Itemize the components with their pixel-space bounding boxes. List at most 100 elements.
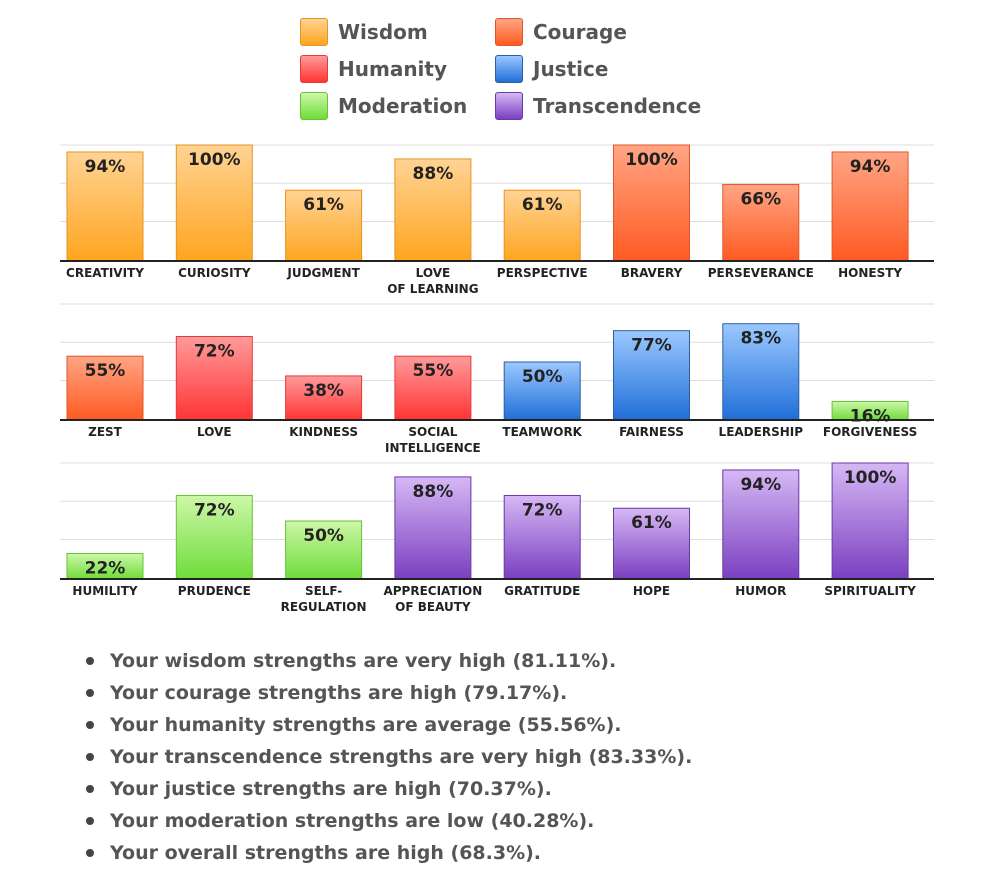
category-label: CREATIVITY — [66, 266, 144, 280]
legend-item-justice: Justice — [495, 54, 608, 84]
legend-label-moderation: Moderation — [338, 94, 468, 118]
bar-value-label: 100% — [625, 150, 678, 170]
bar-kindness — [285, 375, 363, 421]
legend-swatch-humanity — [300, 55, 328, 83]
legend-swatch-transcendence — [495, 92, 523, 120]
bar-judgment — [285, 189, 363, 262]
category-label: SPIRITUALITY — [824, 584, 916, 598]
bar-curiosity — [175, 144, 253, 262]
bar-appreciation-of-beauty — [394, 476, 472, 580]
chart-panel-3: 22% HUMILITY 72% PRUDENCE 50% SELF- REGULATION… — [60, 462, 934, 614]
legend-swatch-courage — [495, 18, 523, 46]
chart-legend: Wisdom Courage Humanity Justice Moderati… — [0, 0, 988, 130]
bar-value-label: 66% — [740, 189, 781, 209]
category-label: FORGIVENESS — [823, 425, 917, 439]
category-label: KINDNESS — [289, 425, 358, 439]
category-label: TEAMWORK — [502, 425, 582, 439]
summary-item-humanity: Your humanity strengths are average (55.… — [86, 709, 692, 741]
category-label: PERSEVERANCE — [708, 266, 814, 280]
bar-value-label: 55% — [413, 361, 454, 381]
bar-value-label: 77% — [631, 336, 672, 356]
bar-value-label: 83% — [740, 329, 781, 349]
bar-value-label: 50% — [522, 367, 563, 387]
summary-item-overall: Your overall strengths are high (68.3%). — [86, 837, 692, 869]
bar-humor — [722, 469, 800, 580]
bar-value-label: 72% — [194, 341, 235, 361]
category-label: PERSPECTIVE — [497, 266, 588, 280]
bar-value-label: 61% — [303, 195, 344, 215]
chart-panel-2: 55% ZEST 72% LOVE 38% KINDNESS 55% SOCIAL INTELL… — [60, 303, 934, 455]
legend-label-justice: Justice — [533, 57, 609, 81]
bar-value-label: 55% — [85, 361, 126, 381]
bar-social-intelligence — [394, 355, 472, 421]
bar-value-label: 94% — [850, 157, 891, 177]
bar-value-label: 88% — [413, 164, 454, 184]
legend-item-humanity: Humanity — [300, 54, 447, 84]
legend-label-humanity: Humanity — [338, 57, 448, 81]
category-label: CURIOSITY — [178, 266, 251, 280]
legend-item-moderation: Moderation — [300, 91, 467, 121]
bar-value-label: 94% — [740, 475, 781, 495]
strengths-bar-charts: 94% CREATIVITY 100% CURIOSITY 61% JUDGMENT 88%… — [60, 144, 934, 614]
category-label: SELF- — [305, 584, 342, 598]
legend-item-transcendence: Transcendence — [495, 91, 701, 121]
bar-value-label: 88% — [413, 482, 454, 502]
bar-value-label: 16% — [850, 406, 891, 426]
strengths-summary-list: Your wisdom strengths are very high (81.… — [86, 645, 692, 869]
category-label: PRUDENCE — [178, 584, 251, 598]
summary-item-wisdom: Your wisdom strengths are very high (81.… — [86, 645, 692, 677]
category-label: OF BEAUTY — [395, 600, 471, 614]
bar-honesty — [831, 151, 909, 262]
legend-item-courage: Courage — [495, 17, 627, 47]
category-label: APPRECIATION — [383, 584, 482, 598]
legend-label-courage: Courage — [533, 20, 627, 44]
summary-item-transcendence: Your transcendence strengths are very hi… — [86, 741, 692, 773]
bar-leadership — [722, 323, 800, 421]
category-label: ZEST — [88, 425, 123, 439]
bar-love — [175, 335, 253, 421]
category-label: REGULATION — [281, 600, 367, 614]
bar-value-label: 100% — [844, 468, 897, 488]
category-label: BRAVERY — [621, 266, 683, 280]
bar-perseverance — [722, 183, 800, 262]
category-label: OF LEARNING — [387, 282, 478, 296]
category-label: GRATITUDE — [504, 584, 580, 598]
summary-item-justice: Your justice strengths are high (70.37%)… — [86, 773, 692, 805]
bar-hope — [613, 507, 690, 580]
bar-value-label: 61% — [522, 195, 563, 215]
category-label: FAIRNESS — [619, 425, 684, 439]
category-label: LOVE — [416, 266, 451, 280]
legend-swatch-justice — [495, 55, 523, 83]
bar-value-label: 61% — [631, 513, 672, 533]
category-label: INTELLIGENCE — [385, 441, 481, 455]
category-label: JUDGMENT — [286, 266, 360, 280]
summary-item-moderation: Your moderation strengths are low (40.28… — [86, 805, 692, 837]
bar-teamwork — [503, 361, 581, 421]
category-label: HUMOR — [735, 584, 786, 598]
legend-label-transcendence: Transcendence — [533, 94, 702, 118]
bar-value-label: 94% — [85, 157, 126, 177]
bar-value-label: 72% — [194, 500, 235, 520]
bar-gratitude — [503, 494, 581, 580]
legend-swatch-moderation — [300, 92, 328, 120]
bar-value-label: 72% — [522, 500, 563, 520]
legend-label-wisdom: Wisdom — [338, 20, 428, 44]
bar-spirituality — [831, 462, 909, 580]
category-label: LEADERSHIP — [719, 425, 804, 439]
category-label: SOCIAL — [408, 425, 457, 439]
bar-value-label: 50% — [303, 526, 344, 546]
legend-swatch-wisdom — [300, 18, 328, 46]
bar-value-label: 100% — [188, 150, 241, 170]
category-label: HUMILITY — [72, 584, 137, 598]
legend-item-wisdom: Wisdom — [300, 17, 428, 47]
bar-value-label: 22% — [85, 558, 126, 578]
chart-panel-1: 94% CREATIVITY 100% CURIOSITY 61% JUDGMENT 88%… — [60, 144, 934, 296]
summary-item-courage: Your courage strengths are high (79.17%)… — [86, 677, 692, 709]
bar-humility — [66, 552, 144, 580]
bar-value-label: 38% — [303, 381, 344, 401]
category-label: HOPE — [633, 584, 670, 598]
bar-love-of-learning — [394, 158, 472, 262]
bar-fairness — [613, 330, 690, 421]
category-label: LOVE — [197, 425, 232, 439]
category-label: HONESTY — [838, 266, 902, 280]
